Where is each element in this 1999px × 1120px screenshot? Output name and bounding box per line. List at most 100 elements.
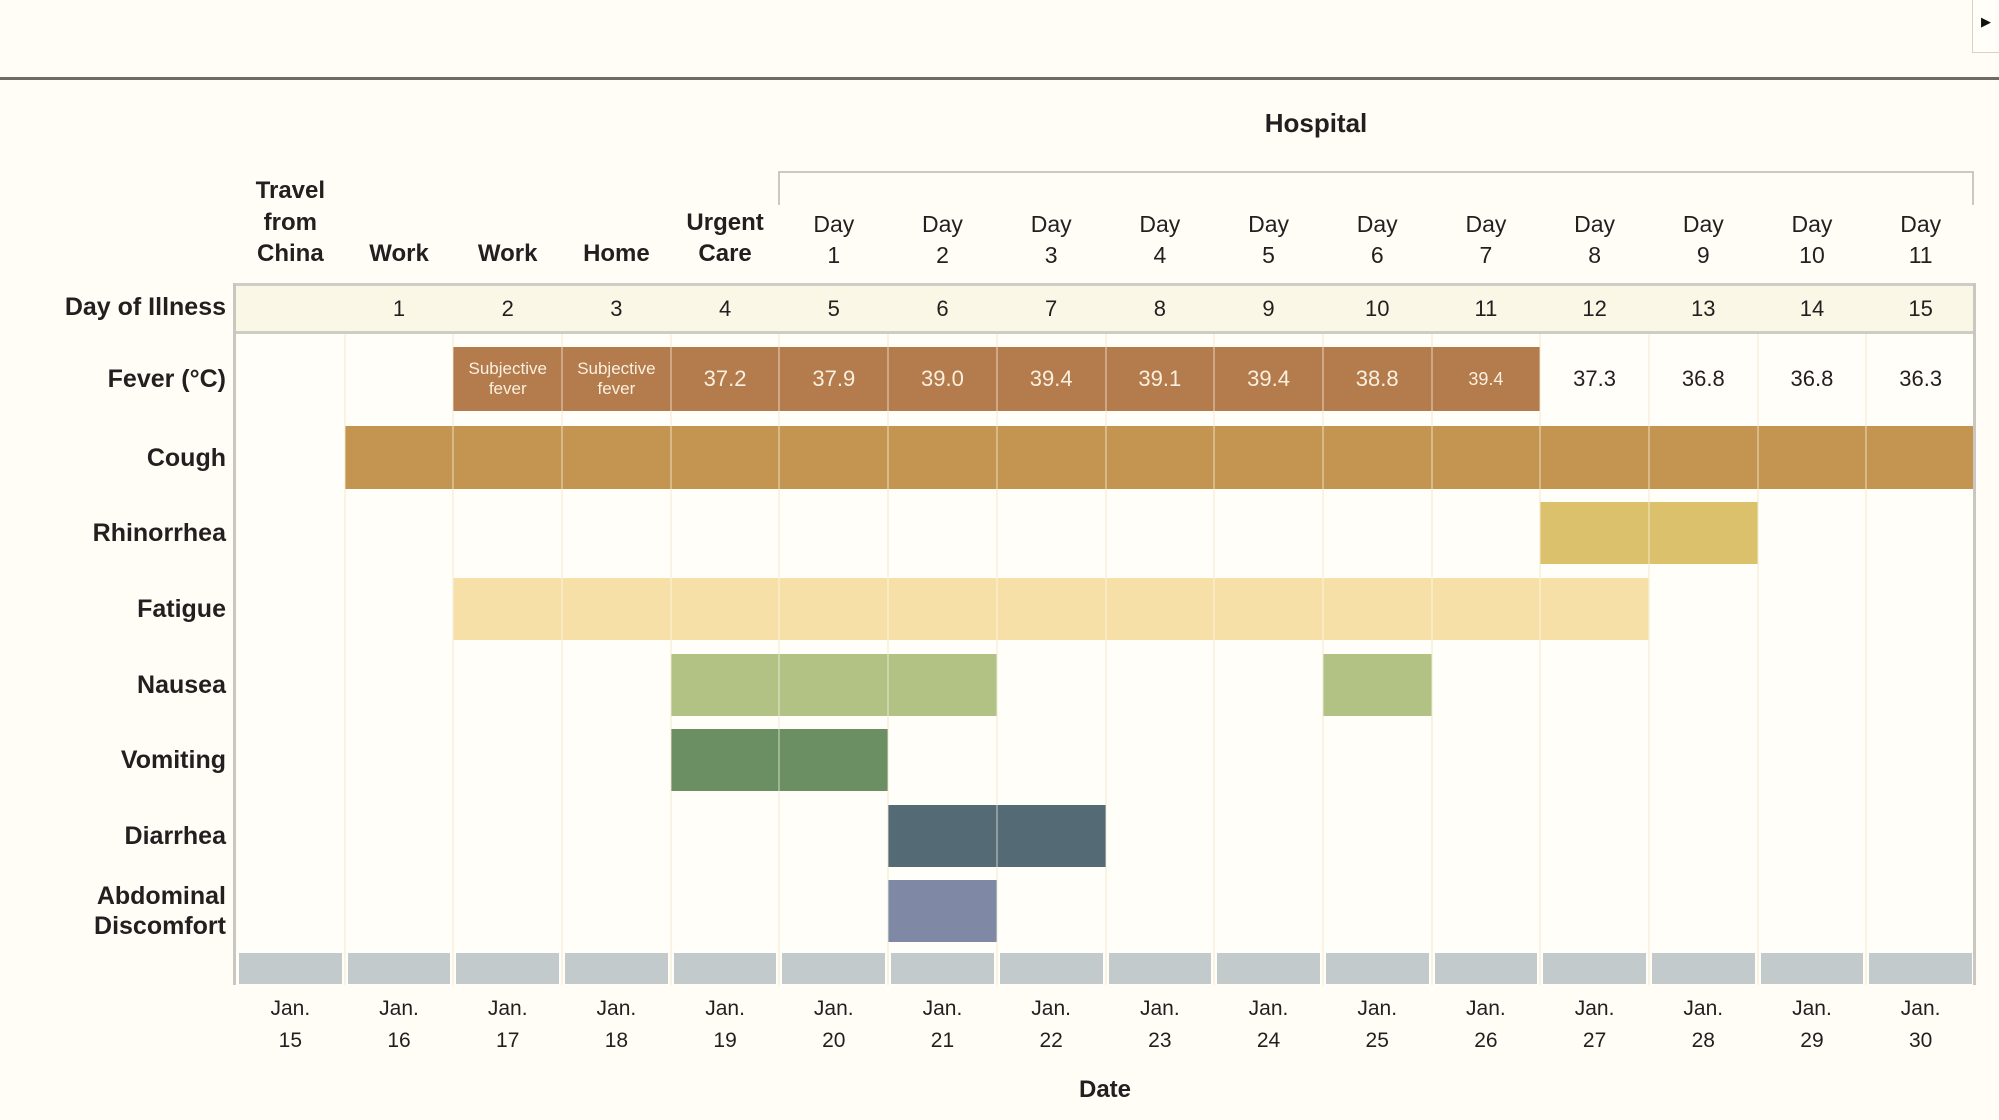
date-track-segment [673, 953, 777, 984]
date-track-segment [1217, 953, 1320, 984]
date-label: Jan. 16 [345, 993, 454, 1063]
row-label: Diarrhea [124, 822, 226, 850]
date-track-segment [999, 953, 1103, 984]
fever-value-line: fever [488, 379, 527, 398]
column-header-line: 3 [1044, 241, 1058, 268]
column-header-line: 5 [1262, 241, 1275, 268]
gridline [343, 333, 346, 985]
gridline-overlay [1865, 333, 1868, 985]
plot-left-border [233, 283, 236, 985]
date-label-line: Jan. [1574, 997, 1615, 1020]
date-label: Jan. 19 [671, 993, 780, 1063]
date-label-line: Jan. [1357, 997, 1398, 1020]
day-of-illness-value: 8 [1153, 295, 1166, 321]
date-label-line: 15 [278, 1028, 303, 1052]
x-axis-title: Date [1078, 1076, 1132, 1103]
fever-value: 39.4 [1029, 366, 1073, 391]
date-track-segment [1543, 953, 1646, 984]
date-label-line: 23 [1148, 1028, 1172, 1052]
column-header-line: Day [1139, 211, 1181, 238]
gridline-overlay [1213, 333, 1216, 985]
fever-value-line: Subjective [577, 359, 656, 379]
column-header-line: 9 [1696, 241, 1710, 268]
column-header: Day 11 [1866, 130, 1975, 270]
date-label-line: Jan. [1792, 997, 1832, 1020]
band-top-border [233, 283, 1976, 286]
column-header: Day 4 [1106, 130, 1215, 270]
row-label: Vomiting [120, 746, 226, 774]
scroll-next-button[interactable]: ▶ [1972, 0, 1999, 53]
hospital-span-bracket [777, 171, 1974, 205]
date-track-segment [1869, 953, 1972, 984]
fever-value: 36.8 [1790, 366, 1834, 391]
gridline-overlay [1430, 333, 1433, 985]
date-label-line: Jan. [1900, 997, 1941, 1020]
rhinorrhea-bar [1540, 502, 1758, 564]
date-label: Jan. 30 [1866, 993, 1975, 1063]
date-label: Jan. 26 [1432, 993, 1541, 1063]
day-of-illness-value: 13 [1691, 295, 1716, 321]
fever-value: Subjective fever [562, 347, 671, 411]
date-label-line: 30 [1908, 1028, 1933, 1052]
gridline-overlay [1647, 333, 1650, 985]
column-header: Day 6 [1323, 130, 1432, 270]
column-header: Urgent Care [671, 130, 780, 270]
fever-value: 37.2 [703, 366, 747, 391]
date-track-segment [565, 953, 668, 984]
fever-value: 39.0 [921, 366, 964, 391]
column-header-line: Day [1465, 211, 1507, 238]
date-label: Jan. 23 [1106, 993, 1215, 1063]
date-track-segment [782, 953, 886, 984]
abdominal-discomfort-bar [888, 880, 997, 942]
day-of-illness-value: 14 [1799, 295, 1825, 321]
date-label-line: Jan. [1031, 997, 1071, 1020]
date-label: Jan. 24 [1214, 993, 1323, 1063]
day-of-illness-band [236, 283, 1975, 331]
column-header-line: Care [698, 240, 752, 268]
gridline-overlay [778, 333, 781, 985]
column-header-line: 11 [1908, 241, 1933, 268]
date-track-segment [456, 953, 560, 984]
gridline-overlay [452, 333, 455, 985]
date-label: Jan. 28 [1649, 993, 1758, 1063]
date-track-segment [347, 953, 451, 984]
column-header-line: Travel [255, 176, 326, 204]
nausea-bar [670, 654, 997, 716]
column-header-line: 4 [1153, 241, 1167, 268]
date-label-line: Jan. [813, 997, 854, 1020]
row-label-line: Discomfort [94, 912, 226, 940]
date-label-line: Jan. [1683, 997, 1724, 1020]
date-track-segment [1108, 953, 1212, 984]
date-track-segment [1325, 953, 1429, 984]
fever-value: 38.8 [1355, 366, 1399, 391]
fever-value: Subjective fever [453, 347, 562, 411]
fever-value: 36.8 [1681, 366, 1725, 391]
date-label-line: 19 [713, 1028, 737, 1052]
gridline-overlay [1756, 333, 1759, 985]
gridline [1756, 333, 1759, 985]
date-label-line: 25 [1365, 1028, 1389, 1052]
fever-value: 36.3 [1899, 366, 1943, 391]
day-of-illness-value: 7 [1045, 295, 1058, 321]
day-of-illness-value: 6 [936, 295, 949, 321]
date-label-line: Jan. [596, 997, 637, 1020]
gridline-overlay [669, 333, 672, 985]
gridline [1865, 333, 1868, 985]
day-of-illness-value: 15 [1908, 295, 1933, 321]
date-track-segment [891, 953, 994, 984]
column-header: Day 9 [1649, 130, 1758, 270]
date-label-line: Jan. [705, 997, 745, 1020]
date-label-line: 26 [1474, 1028, 1498, 1052]
nausea-bar [1322, 654, 1432, 716]
column-header-line: 10 [1799, 241, 1825, 268]
column-header: Day 8 [1540, 130, 1649, 270]
day-of-illness-value: 5 [827, 295, 840, 321]
cough-bar [344, 426, 1975, 489]
column-header-line: 7 [1479, 241, 1493, 268]
column-header: Day 3 [997, 130, 1106, 270]
date-label: Jan. 22 [997, 993, 1106, 1063]
column-header-line: 2 [936, 241, 949, 268]
day-of-illness-value: 9 [1262, 295, 1275, 321]
day-of-illness-value: 11 [1474, 295, 1498, 321]
